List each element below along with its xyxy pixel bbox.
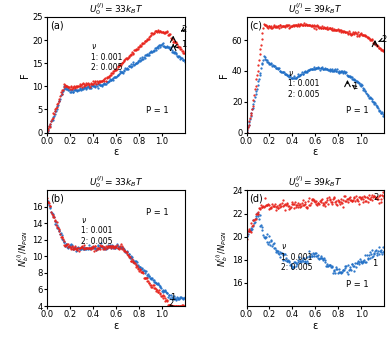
Text: P = 1: P = 1 [146,106,169,115]
X-axis label: ε: ε [113,147,118,157]
Text: P = 1: P = 1 [146,208,169,217]
Y-axis label: $N_b^{(l)}/N_{PGN}$: $N_b^{(l)}/N_{PGN}$ [15,230,31,267]
X-axis label: ε: ε [113,321,118,330]
Text: 2: 2 [168,299,174,308]
X-axis label: ε: ε [313,147,318,157]
Title: $U_0^{(l)}=39k_BT$: $U_0^{(l)}=39k_BT$ [288,1,343,17]
Text: (d): (d) [249,194,263,204]
Text: $\nu$
1: 0.001
2: 0.005: $\nu$ 1: 0.001 2: 0.005 [82,216,113,245]
Text: 2: 2 [181,25,187,34]
Text: 1: 1 [174,40,187,49]
Text: P = 1: P = 1 [346,106,368,115]
Text: P = 1: P = 1 [346,280,368,289]
Text: 2: 2 [379,35,387,44]
Y-axis label: $N_b^{(l)}/N_{PGN}$: $N_b^{(l)}/N_{PGN}$ [215,230,230,267]
Text: (a): (a) [50,20,64,31]
Text: 1: 1 [372,258,377,268]
Y-axis label: F: F [20,72,29,78]
X-axis label: ε: ε [313,321,318,330]
Text: $\nu$
1: 0.001
2: 0.005: $\nu$ 1: 0.001 2: 0.005 [281,242,312,272]
Text: (c): (c) [249,20,262,31]
Text: $\nu$
1: 0.001
2: 0.005: $\nu$ 1: 0.001 2: 0.005 [288,69,319,99]
Title: $U_0^{(l)}=33k_BT$: $U_0^{(l)}=33k_BT$ [89,175,143,190]
Text: 2: 2 [374,193,379,202]
Title: $U_0^{(l)}=39k_BT$: $U_0^{(l)}=39k_BT$ [288,175,343,190]
Text: $\nu$
1: 0.001
2: 0.005: $\nu$ 1: 0.001 2: 0.005 [91,42,123,72]
Text: 1: 1 [171,293,176,302]
Title: $U_0^{(l)}=33k_BT$: $U_0^{(l)}=33k_BT$ [89,1,143,17]
Text: (b): (b) [50,194,64,204]
Text: 1: 1 [352,82,357,91]
Y-axis label: F: F [219,72,229,78]
